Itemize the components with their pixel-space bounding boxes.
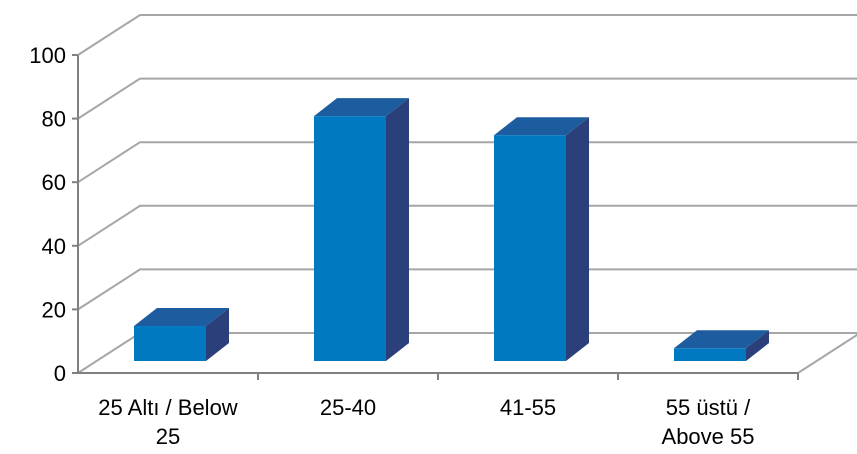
gridline	[77, 204, 857, 247]
y-tick-label: 40	[42, 234, 66, 259]
bar-side	[386, 98, 409, 361]
bar-side	[206, 308, 229, 361]
y-tick-label: 20	[42, 297, 66, 322]
x-tick-label: 25 Altı / Below 25	[98, 395, 238, 449]
bar	[134, 326, 206, 361]
gridline	[77, 77, 857, 120]
bar	[494, 135, 566, 361]
bar-side	[746, 330, 769, 361]
labels: 0 20 40 60 80 100 25 Altı / Below 25 25-40 41-55 5…	[29, 43, 754, 449]
bar-top	[314, 98, 409, 117]
gridline	[77, 14, 857, 56]
axes	[72, 54, 799, 380]
bar	[674, 348, 746, 361]
bars	[134, 98, 769, 361]
y-tick-label: 60	[42, 170, 66, 195]
bar-side	[566, 117, 589, 361]
bar-top	[674, 330, 769, 349]
bar	[314, 116, 386, 361]
y-tick-label: 100	[29, 43, 66, 68]
floor-edge	[797, 333, 857, 374]
gridline	[77, 268, 857, 311]
bar-top	[134, 308, 229, 327]
y-tick-label: 0	[54, 361, 66, 386]
x-tick-label: 25-40	[320, 395, 376, 420]
bar-top	[494, 117, 589, 136]
x-tick-label: 41-55	[500, 395, 556, 420]
y-tick-label: 80	[42, 107, 66, 132]
gridline	[77, 141, 857, 184]
x-tick-label: 55 üstü / Above 55	[662, 395, 755, 449]
gridlines	[77, 14, 857, 374]
